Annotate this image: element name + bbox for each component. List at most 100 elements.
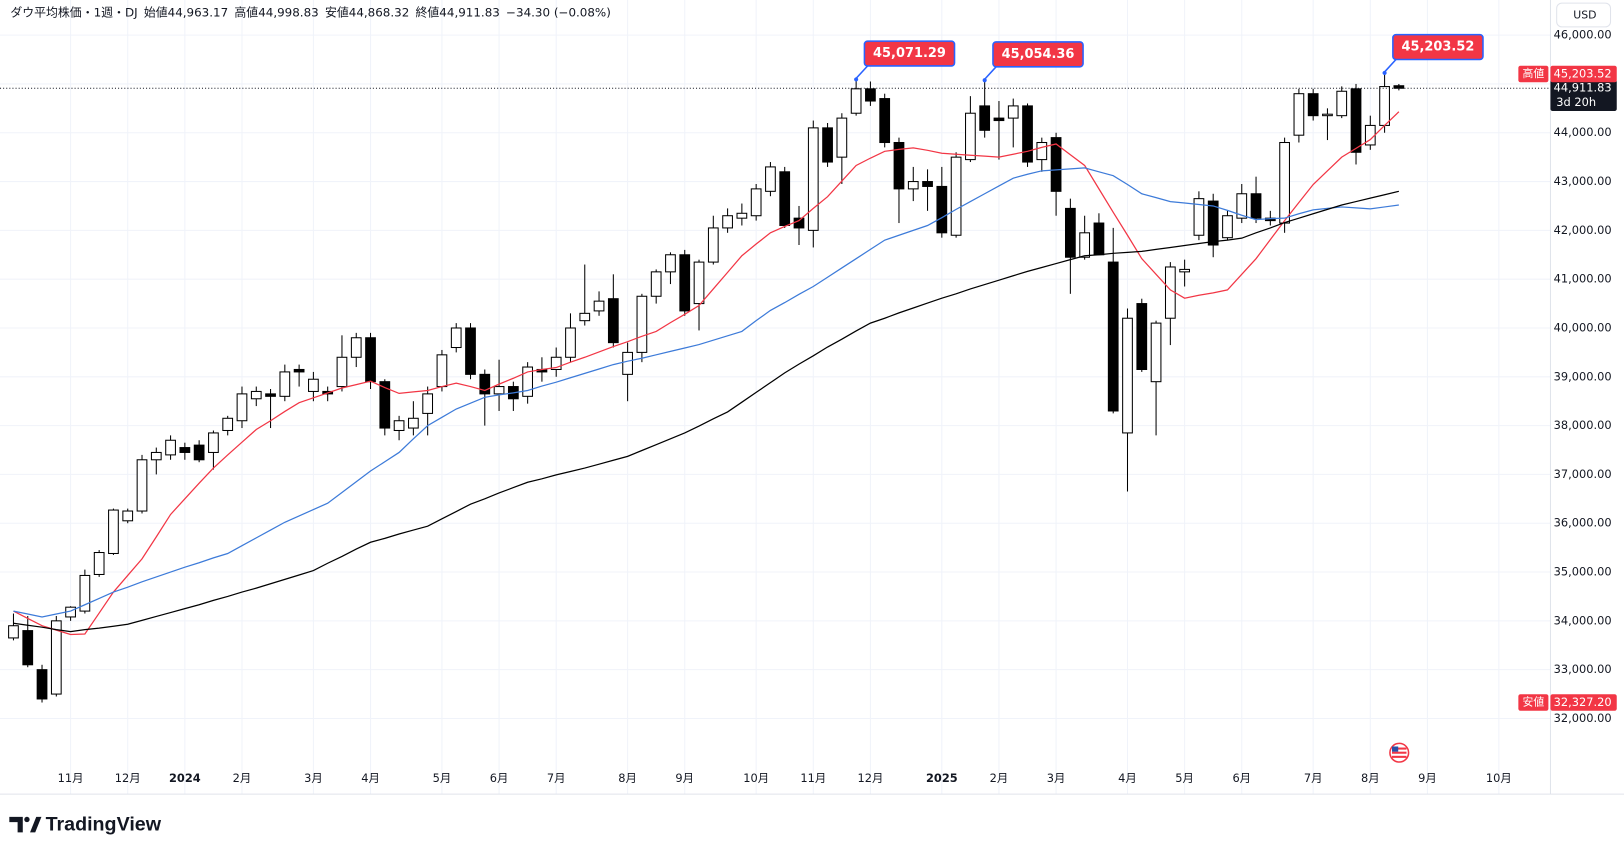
currency-button[interactable]	[1556, 2, 1612, 28]
y-tick-label: 34,000.00	[1554, 613, 1612, 627]
candle-body	[193, 444, 205, 461]
candle-body	[8, 625, 19, 639]
logo-mark	[30, 816, 42, 833]
candle-body	[893, 141, 905, 190]
x-tick-label: 3月	[1047, 771, 1066, 785]
x-tick-label: 6月	[1232, 771, 1251, 785]
candle-body	[165, 439, 176, 456]
candle-body	[979, 105, 991, 131]
candle-body	[1136, 303, 1148, 370]
candle-body	[665, 254, 676, 273]
legend-value: 44,963.17	[168, 5, 229, 19]
candle-body	[607, 298, 619, 344]
candle-body	[122, 510, 134, 522]
candle-body	[1322, 113, 1333, 117]
candle-body	[50, 620, 62, 695]
x-tick-label: 9月	[1418, 771, 1437, 785]
range-high-tag-box	[1550, 65, 1617, 83]
candle-body	[1279, 141, 1290, 224]
x-tick-label: 12月	[857, 771, 883, 785]
candle-body	[1350, 88, 1362, 153]
candle-body	[1007, 105, 1019, 119]
candle-body	[150, 451, 162, 461]
candle-body	[250, 390, 262, 400]
x-tick-label: 8月	[1361, 771, 1380, 785]
legend-label: 安値	[325, 5, 349, 19]
callout-label: 45,203.52	[1401, 40, 1474, 55]
candle-body	[579, 312, 591, 322]
callout-pointer	[984, 66, 997, 80]
x-tick-label: 5月	[1175, 771, 1194, 785]
candle-body	[822, 127, 833, 163]
x-tick-label: 3月	[304, 771, 323, 785]
candle-body	[293, 368, 305, 373]
legend-label: 始値	[144, 5, 168, 19]
x-tick-label: 7月	[547, 771, 566, 785]
candle-body	[450, 327, 462, 349]
candle-body	[422, 393, 434, 414]
candle-body	[479, 373, 491, 395]
candle-body	[722, 215, 733, 229]
currency[interactable]: USD	[1573, 9, 1596, 22]
x-tick-label: 5月	[433, 771, 452, 785]
moving-average-line	[13, 111, 1400, 636]
candle-body	[793, 217, 805, 229]
candle-body	[565, 327, 576, 358]
candle-body	[707, 227, 719, 263]
range-low-tag-value: 32,327.20	[1554, 695, 1612, 709]
symbol: ダウ平均株価・1週・DJ	[10, 5, 137, 19]
candle-body	[550, 356, 562, 370]
candle-body	[265, 393, 276, 397]
candle-body	[779, 171, 791, 227]
range-high-tag-label: 高値	[1523, 66, 1545, 80]
candle-body	[622, 351, 633, 375]
candle-body	[79, 574, 91, 612]
candle-body	[279, 371, 291, 397]
candle-body	[1050, 137, 1062, 192]
range-high-tag-label-box	[1518, 65, 1549, 83]
candle-body	[693, 261, 705, 305]
brand[interactable]: TradingView	[46, 813, 162, 835]
x-tick-label: 2024	[169, 771, 201, 785]
candle-body	[1207, 200, 1219, 246]
high-callout: 45,203.52	[1382, 33, 1484, 76]
y-tick-label: 42,000.00	[1554, 223, 1612, 237]
candle-body	[1293, 93, 1305, 136]
candle-body	[208, 432, 219, 453]
candle-body	[236, 393, 248, 422]
flag-stripe	[1392, 755, 1407, 758]
x-tick-label: 4月	[1118, 771, 1137, 785]
legend: ダウ平均株価・1週・DJ 始値44,963.17 高値44,998.83 安値44,8…	[10, 5, 611, 19]
candle-body	[1307, 93, 1319, 117]
candle-body	[350, 337, 362, 358]
candle-body	[93, 551, 105, 575]
candle-body	[336, 356, 348, 388]
x-tick-label: 4月	[361, 771, 380, 785]
candle-body	[136, 459, 148, 512]
y-tick-label: 33,000.00	[1554, 662, 1612, 676]
last-price-tag-value: 44,911.83	[1554, 81, 1612, 95]
legend-change: −34.30 (−0.08%)	[506, 5, 611, 19]
x-tick-label: 11月	[800, 771, 826, 785]
legend-label: 終値	[416, 5, 440, 19]
x-tick-label: 8月	[618, 771, 637, 785]
candle-body	[965, 112, 976, 161]
candle-body	[993, 117, 1005, 122]
candle-body	[636, 295, 648, 353]
candle-body	[179, 447, 191, 453]
candle-body	[807, 127, 819, 231]
logo-mark	[24, 816, 30, 823]
x-tick-label: 2月	[233, 771, 252, 785]
callout-dot	[1382, 70, 1387, 76]
candle-body	[522, 366, 534, 397]
candle-body	[1064, 207, 1076, 258]
y-tick-label: 46,000.00	[1554, 28, 1612, 42]
candle-body	[108, 509, 119, 555]
candle-body	[865, 88, 876, 102]
candle-body	[736, 212, 748, 219]
y-tick-label: 39,000.00	[1554, 369, 1612, 383]
candle-body	[879, 98, 891, 144]
candle-body	[1107, 261, 1119, 412]
callout-dot	[982, 78, 987, 83]
